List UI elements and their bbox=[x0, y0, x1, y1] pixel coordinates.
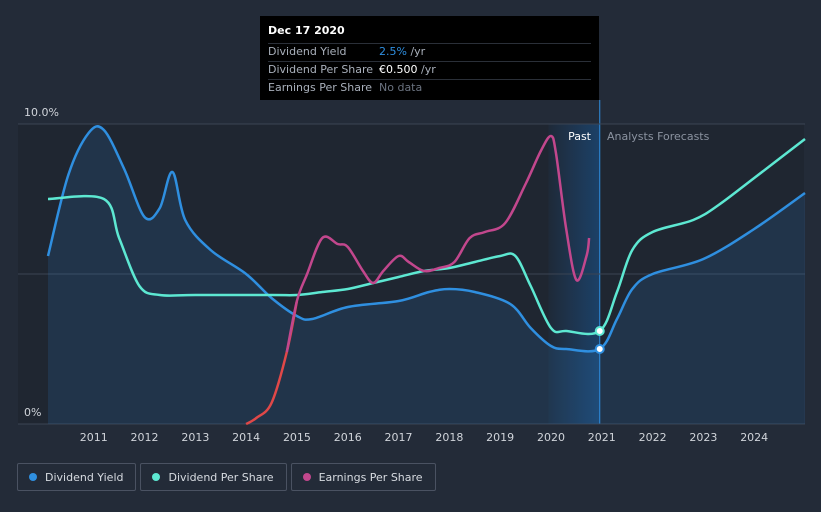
dividend-yield-area bbox=[48, 126, 805, 424]
tooltip-date: Dec 17 2020 bbox=[268, 24, 345, 37]
x-tick-label: 2011 bbox=[80, 431, 108, 444]
tooltip-value: No data bbox=[379, 81, 423, 94]
legend-item-dividend-per-share[interactable]: Dividend Per Share bbox=[140, 463, 287, 491]
tooltip-label: Dividend Per Share bbox=[268, 63, 374, 76]
legend-item-dividend-yield[interactable]: Dividend Yield bbox=[17, 463, 137, 491]
tooltip-value-unit: /yr bbox=[406, 45, 426, 58]
tooltip-value: €0.500 /yr bbox=[379, 62, 436, 79]
x-tick-label: 2021 bbox=[588, 431, 616, 444]
forecast-label: Analysts Forecasts bbox=[607, 130, 710, 143]
x-tick-label: 2017 bbox=[385, 431, 413, 444]
past-label: Past bbox=[568, 130, 592, 143]
legend-dot-icon bbox=[302, 473, 311, 481]
y-tick-label: 0% bbox=[24, 406, 41, 419]
tooltip-value-unit: /yr bbox=[417, 63, 436, 76]
y-tick-label: 10.0% bbox=[24, 106, 59, 119]
dividend-yield-marker bbox=[594, 344, 605, 354]
x-tick-label: 2023 bbox=[689, 431, 717, 444]
legend-item-earnings-per-share[interactable]: Earnings Per Share bbox=[290, 463, 436, 491]
legend-dot-icon bbox=[152, 473, 161, 481]
x-tick-label: 2019 bbox=[486, 431, 514, 444]
tooltip-row-dividend-yield: Dividend Yield 2.5% /yr bbox=[268, 43, 591, 61]
tooltip-value-number: 2.5% bbox=[379, 45, 407, 58]
tooltip-row-dividend-per-share: Dividend Per Share €0.500 /yr bbox=[268, 61, 591, 79]
tooltip: Dec 17 2020 Dividend Yield 2.5% /yr Divi… bbox=[260, 16, 599, 100]
legend-label: Dividend Per Share bbox=[168, 470, 274, 484]
tooltip-value-number: €0.500 bbox=[379, 63, 418, 76]
x-tick-label: 2012 bbox=[131, 431, 159, 444]
x-tick-label: 2014 bbox=[232, 431, 260, 444]
tooltip-label: Dividend Yield bbox=[268, 45, 347, 58]
x-tick-label: 2018 bbox=[435, 431, 463, 444]
legend: Dividend Yield Dividend Per Share Earnin… bbox=[17, 463, 436, 491]
tooltip-label: Earnings Per Share bbox=[268, 81, 373, 94]
legend-label: Dividend Yield bbox=[45, 470, 124, 484]
x-tick-label: 2022 bbox=[639, 431, 667, 444]
legend-dot-icon bbox=[29, 473, 37, 481]
dividend-per-share-marker bbox=[594, 326, 605, 336]
x-tick-label: 2024 bbox=[740, 431, 768, 444]
x-tick-label: 2015 bbox=[283, 431, 311, 444]
x-tick-label: 2013 bbox=[181, 431, 209, 444]
dividend-yield-line bbox=[46, 125, 806, 353]
x-tick-label: 2020 bbox=[537, 431, 565, 444]
x-tick-label: 2016 bbox=[334, 431, 362, 444]
dividend-per-share-line bbox=[47, 138, 806, 336]
tooltip-value: 2.5% /yr bbox=[379, 44, 425, 61]
legend-label: Earnings Per Share bbox=[318, 470, 423, 484]
earnings-per-share-line bbox=[285, 134, 591, 353]
tooltip-row-earnings-per-share: Earnings Per Share No data bbox=[268, 79, 591, 97]
